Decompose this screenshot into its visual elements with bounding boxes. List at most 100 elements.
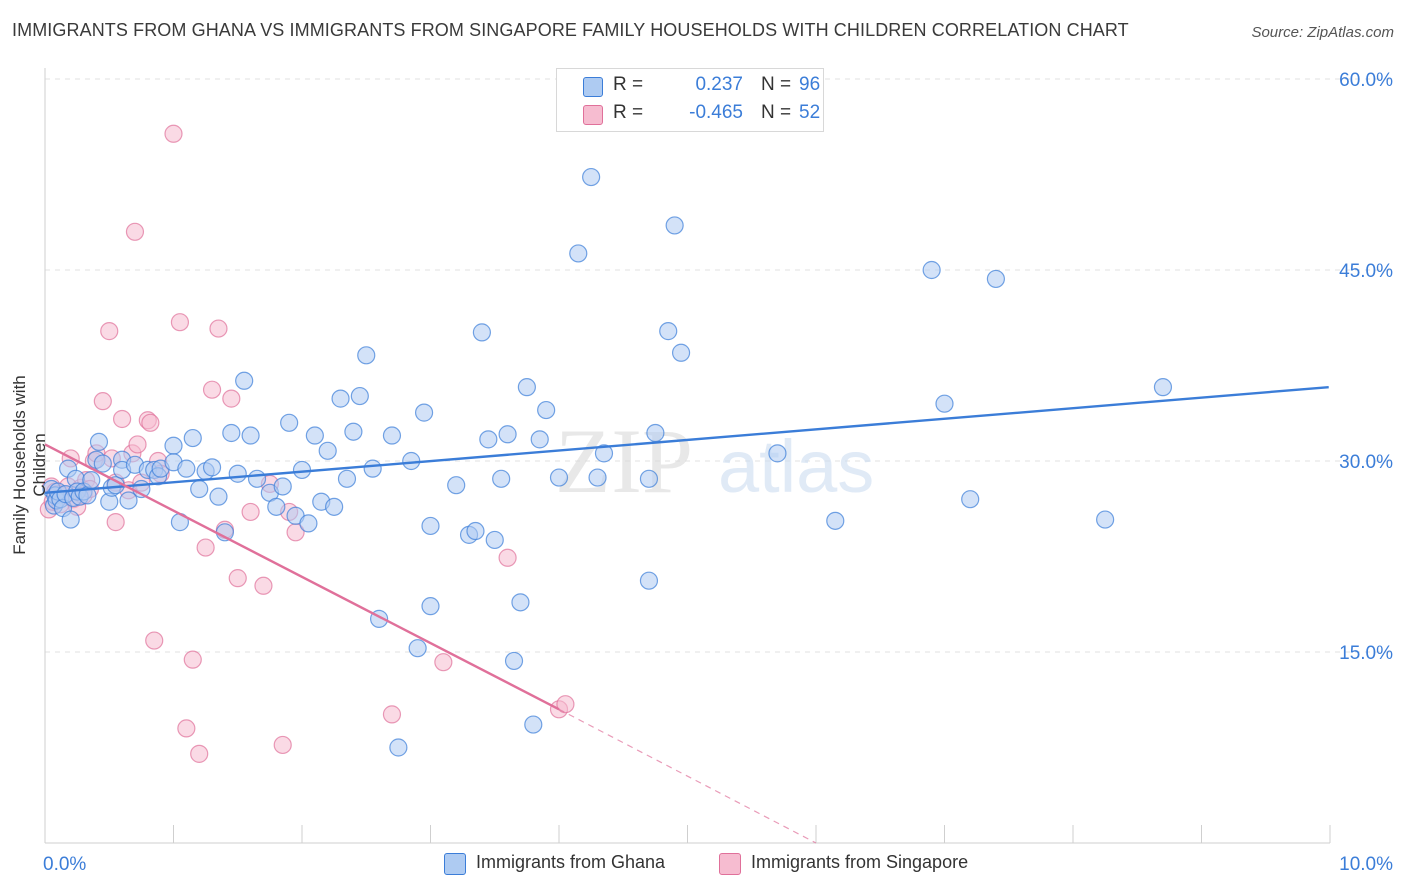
data-point: [350, 386, 369, 406]
bottom-legend-swatch-singapore: [719, 853, 741, 875]
data-point: [241, 426, 260, 445]
data-point: [665, 216, 684, 235]
data-point: [382, 705, 402, 724]
data-point: [190, 744, 209, 763]
data-point: [177, 719, 196, 738]
data-point: [363, 459, 382, 478]
legend-n-value: 96: [799, 74, 821, 95]
data-point: [202, 380, 222, 399]
data-point: [935, 394, 954, 413]
legend-n-label: N =: [761, 102, 792, 123]
data-point: [318, 441, 337, 460]
data-point: [530, 430, 549, 449]
data-point: [337, 469, 357, 488]
chart-title: IMMIGRANTS FROM GHANA VS IMMIGRANTS FROM…: [12, 20, 1129, 40]
data-point: [588, 468, 607, 487]
data-point: [582, 167, 601, 187]
data-point: [479, 430, 498, 449]
data-point: [125, 222, 145, 241]
data-point: [235, 371, 254, 390]
x-tick-label: 10.0%: [1339, 854, 1393, 875]
data-point: [190, 479, 209, 499]
legend-r-value: -0.465: [689, 102, 743, 123]
source-label: Source: ZipAtlas.com: [1251, 24, 1394, 41]
y-tick-label: 45.0%: [1339, 261, 1393, 282]
data-point: [112, 409, 132, 429]
data-point: [421, 516, 440, 536]
data-point: [331, 389, 350, 408]
data-point: [498, 425, 517, 444]
data-point: [177, 459, 196, 478]
data-point: [357, 346, 376, 365]
data-point: [961, 490, 980, 509]
x-tick-label: 0.0%: [43, 854, 86, 875]
trend-line-singapore: [44, 443, 560, 711]
legend-r-label: R =: [613, 74, 644, 95]
data-point: [344, 422, 363, 441]
data-point: [768, 444, 787, 463]
data-point: [196, 538, 215, 557]
data-point: [183, 428, 202, 448]
legend-n-value: 52: [799, 102, 821, 123]
data-point: [228, 464, 247, 483]
data-point: [209, 319, 228, 338]
data-point: [128, 435, 147, 454]
data-point: [100, 322, 119, 341]
watermark-atlas: atlas: [718, 425, 874, 508]
watermark: ZIP atlas: [555, 410, 874, 512]
data-point: [414, 403, 434, 422]
trend-line-ghana: [44, 385, 1329, 495]
series-ghana: [42, 167, 1173, 757]
data-point: [254, 576, 273, 595]
y-tick-label: 30.0%: [1339, 452, 1393, 473]
data-point: [209, 487, 228, 506]
data-point: [93, 454, 112, 473]
data-point: [93, 392, 112, 411]
data-point: [472, 323, 491, 342]
data-point: [466, 521, 485, 541]
y-axis-label: Family Households with Children: [10, 375, 49, 555]
data-point: [292, 460, 312, 480]
data-point: [299, 514, 318, 533]
legend-swatch-ghana: [583, 77, 603, 97]
data-point: [434, 653, 453, 672]
data-point: [382, 426, 402, 445]
bottom-legend-label-ghana: Immigrants from Ghana: [476, 852, 666, 872]
data-point: [408, 639, 427, 658]
data-point: [222, 389, 241, 408]
data-point: [273, 735, 292, 755]
data-point: [280, 413, 299, 432]
data-point: [305, 426, 324, 445]
data-point: [183, 650, 202, 669]
data-point: [421, 597, 440, 616]
legend-r-label: R =: [613, 102, 644, 123]
data-point: [646, 423, 665, 443]
data-point: [569, 244, 588, 263]
data-point: [389, 738, 408, 757]
grid-lines: [45, 78, 1393, 653]
legend-swatch-singapore: [583, 105, 603, 125]
data-point: [671, 343, 691, 362]
bottom-legend-label-singapore: Immigrants from Singapore: [751, 852, 969, 872]
data-point: [222, 423, 241, 443]
data-point: [61, 510, 80, 529]
data-point: [247, 469, 267, 488]
data-point: [82, 471, 101, 490]
data-point: [826, 511, 845, 530]
data-point: [145, 631, 164, 650]
data-point: [325, 497, 344, 516]
data-point: [1153, 378, 1173, 397]
data-point: [164, 436, 183, 455]
data-point: [511, 593, 530, 612]
trend-lines: [44, 385, 1329, 844]
watermark-zip: ZIP: [555, 410, 693, 512]
data-point: [556, 695, 575, 714]
data-point: [273, 477, 292, 496]
data-point: [517, 378, 536, 397]
data-point: [986, 269, 1006, 289]
data-point: [524, 715, 543, 734]
data-point: [922, 260, 941, 280]
bottom-legend-swatch-ghana: [444, 853, 466, 875]
data-point: [447, 476, 466, 495]
data-point: [141, 413, 160, 432]
